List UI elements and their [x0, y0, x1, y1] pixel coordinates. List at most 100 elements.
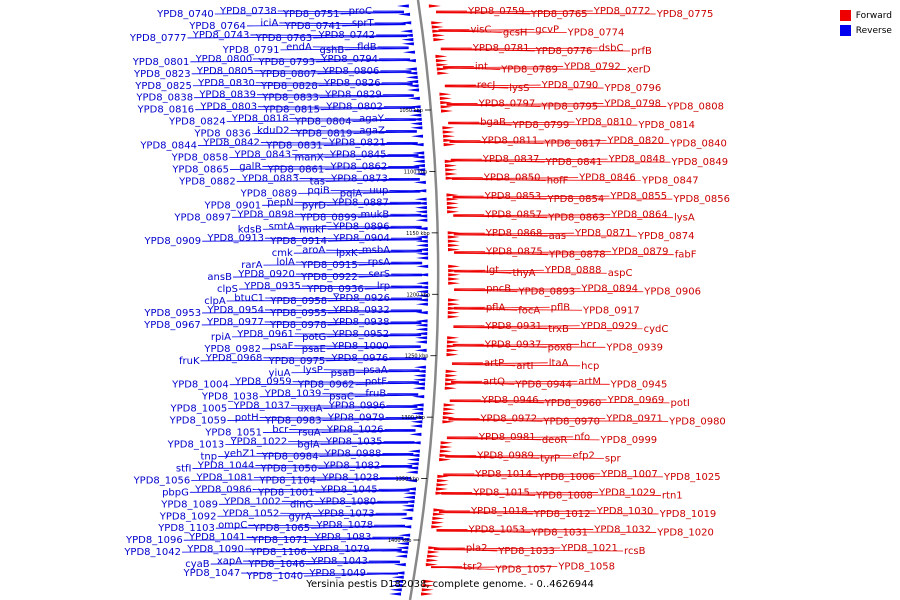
forward-leader-line: [454, 251, 611, 254]
reverse-leader-line: [260, 142, 418, 145]
reverse-gene-label: YPD8_0979: [327, 413, 385, 424]
forward-gene-label: YPD8_0808: [666, 102, 724, 113]
reverse-feature-arrow: [411, 403, 424, 407]
forward-gene-label: deoR: [542, 435, 568, 446]
reverse-gene-label: YPD8_0818: [231, 114, 289, 125]
reverse-gene-label: YPD8_0843: [234, 150, 292, 161]
forward-gene-label: YPD8_0868: [485, 228, 543, 239]
forward-feature-arrow: [432, 512, 445, 516]
forward-leader-line: [440, 47, 598, 50]
reverse-feature-arrow: [411, 407, 424, 411]
reverse-feature-arrow: [413, 168, 426, 172]
reverse-feature-arrow: [395, 550, 408, 554]
reverse-gene-label: bglA: [297, 440, 319, 451]
reverse-feature-arrow: [402, 495, 415, 499]
forward-gene-label: YPD8_0871: [574, 228, 632, 239]
reverse-gene-label: YPD8_0839: [198, 90, 256, 101]
reverse-gene-label: mukB: [361, 209, 390, 220]
forward-leader-line: [451, 364, 581, 367]
forward-gene-label: lysS: [509, 83, 529, 94]
forward-gene-label: YPD8_1021: [560, 543, 618, 554]
reverse-leader-line: [246, 24, 406, 27]
reverse-gene-label: YPD8_0983: [264, 416, 322, 427]
reverse-gene-label: YPD8_1051: [204, 428, 262, 439]
forward-gene-label: YPD8_0810: [574, 117, 632, 128]
reverse-feature-arrow: [415, 311, 428, 315]
reverse-gene-label: bcr: [272, 425, 289, 436]
forward-gene-label: YPD8_0795: [541, 102, 599, 113]
forward-feature-arrow: [447, 302, 460, 306]
reverse-gene-label: yehZ1: [224, 448, 256, 459]
reverse-feature-arrow: [408, 441, 421, 445]
reverse-leader-line: [301, 285, 423, 288]
reverse-gene-label: YPD8_1079: [312, 544, 370, 555]
reverse-gene-label: YPD8_0887: [331, 197, 389, 208]
forward-gene-label: YPD8_1030: [596, 506, 654, 517]
forward-leader-line: [448, 121, 575, 124]
reverse-feature-arrow: [410, 424, 423, 428]
reverse-feature-arrow: [413, 365, 426, 369]
reverse-gene-label: potG: [302, 332, 326, 343]
forward-feature-arrow: [447, 311, 460, 315]
reverse-gene-label: YPD8_0842: [202, 138, 260, 149]
reverse-feature-arrow: [406, 466, 419, 470]
forward-gene-label: YPD8_0847: [641, 176, 699, 187]
forward-feature-arrow: [437, 474, 450, 478]
reverse-gene-label: YPD8_0743: [192, 30, 250, 41]
reverse-leader-line: [264, 321, 422, 324]
reverse-gene-label: YPD8_0955: [269, 308, 327, 319]
forward-gene-label: YPD8_0799: [512, 120, 570, 131]
reverse-gene-label: aroA: [302, 245, 325, 256]
reverse-gene-label: YPD8_0977: [206, 317, 264, 328]
reverse-leader-line: [197, 143, 418, 146]
reverse-leader-line: [262, 203, 421, 206]
forward-gene-label: YPD8_0775: [656, 9, 714, 20]
forward-gene-label: YPD8_0878: [548, 250, 606, 261]
forward-gene-label: aas: [549, 231, 566, 242]
forward-leader-line: [431, 566, 558, 569]
reverse-leader-line: [190, 60, 411, 63]
reverse-gene-label: YPD8_0898: [236, 209, 294, 220]
reverse-feature-arrow: [405, 470, 418, 474]
reverse-gene-label: kduD2: [257, 126, 290, 137]
reverse-gene-label: YPD8_0838: [135, 93, 193, 104]
reverse-leader-line: [265, 297, 422, 300]
forward-feature-arrow: [447, 243, 460, 247]
forward-feature-arrow: [440, 105, 453, 109]
reverse-feature-arrow: [396, 546, 409, 550]
forward-swatch: [839, 10, 851, 21]
reverse-gene-label: YPD8_0807: [259, 69, 317, 80]
forward-gene-label: YPD8_1053: [467, 524, 525, 535]
reverse-gene-label: cmk: [272, 248, 293, 259]
reverse-feature-arrow: [403, 487, 416, 491]
reverse-leader-line: [215, 526, 406, 529]
reverse-gene-label: YPD8_0828: [260, 81, 318, 92]
reverse-gene-label: YPD8_0829: [324, 90, 382, 101]
forward-feature-arrow: [443, 134, 456, 138]
forward-leader-line: [441, 492, 599, 495]
reverse-feature-arrow: [402, 500, 415, 504]
forward-gene-label: YPD8_0971: [605, 413, 663, 424]
reverse-gene-label: YPD8_1000: [331, 341, 389, 352]
reverse-feature-arrow: [407, 88, 420, 92]
reverse-leader-line: [289, 429, 416, 432]
reverse-leader-line: [292, 154, 419, 157]
reverse-gene-label: YPD8_0904: [332, 233, 390, 244]
reverse-gene-label: YPD8_0831: [265, 141, 323, 152]
reverse-gene-label: serS: [368, 269, 390, 280]
reverse-feature-arrow: [413, 374, 426, 378]
reverse-gene-label: YPD8_0978: [269, 320, 327, 331]
reverse-feature-arrow: [415, 235, 428, 239]
forward-leader-line: [438, 512, 659, 515]
forward-feature-arrow: [447, 235, 460, 239]
reverse-gene-label: YPD8_1037: [232, 401, 290, 412]
reverse-feature-arrow: [414, 357, 427, 361]
reverse-feature-arrow: [389, 592, 402, 596]
reverse-gene-label: clpA: [204, 296, 226, 307]
forward-leader-line: [454, 290, 644, 293]
forward-feature-arrow: [444, 386, 457, 390]
reverse-gene-label: YPD8_0976: [331, 353, 389, 364]
forward-leader-line: [446, 436, 574, 439]
scale-tick-label: 1350 kbp: [396, 477, 420, 483]
